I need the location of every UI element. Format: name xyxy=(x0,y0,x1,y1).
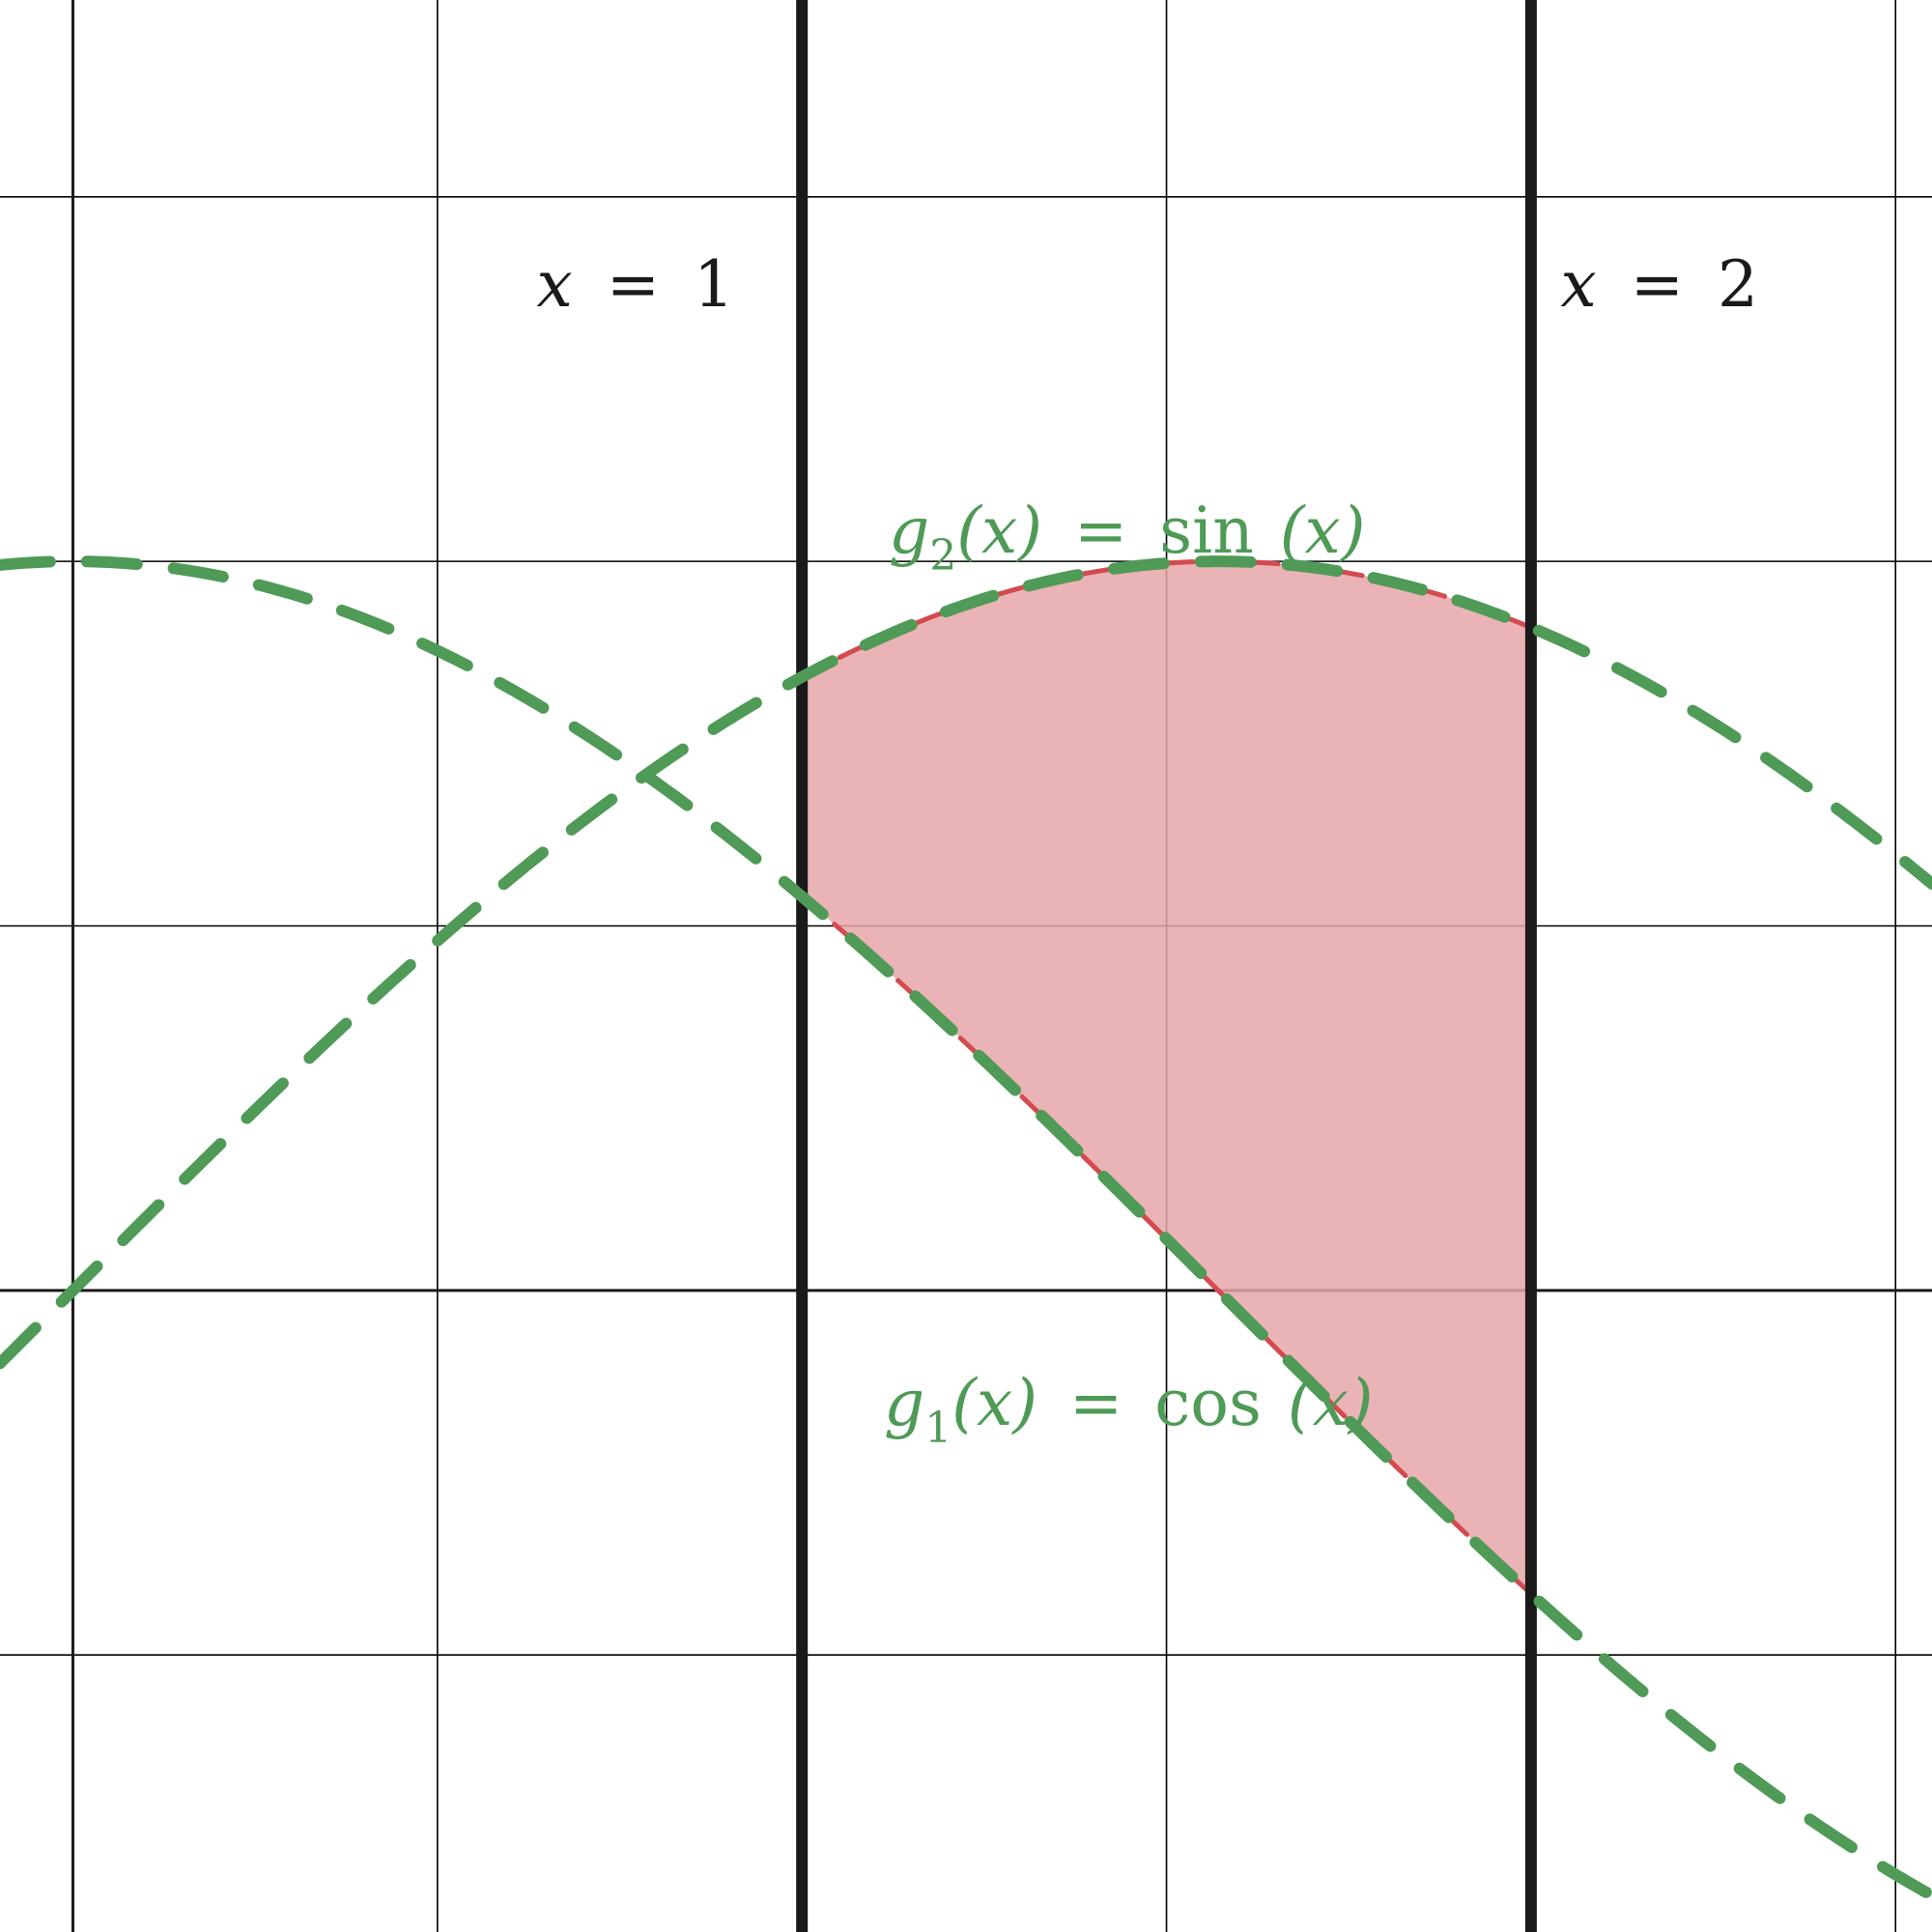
curve-g2 xyxy=(0,555,1932,1370)
curve-label-g2: g2(x) = sin (x) xyxy=(889,494,1365,581)
vline-label-x2: x = 2 xyxy=(1560,247,1758,322)
curve-g1 xyxy=(0,555,1932,1902)
curve-label-g1: g1(x) = cos (x) xyxy=(884,1366,1374,1453)
shaded-region xyxy=(802,561,1531,1594)
vline-label-x1: x = 1 xyxy=(536,247,734,322)
vertical-lines xyxy=(796,0,1537,1932)
curves xyxy=(0,555,1932,1902)
